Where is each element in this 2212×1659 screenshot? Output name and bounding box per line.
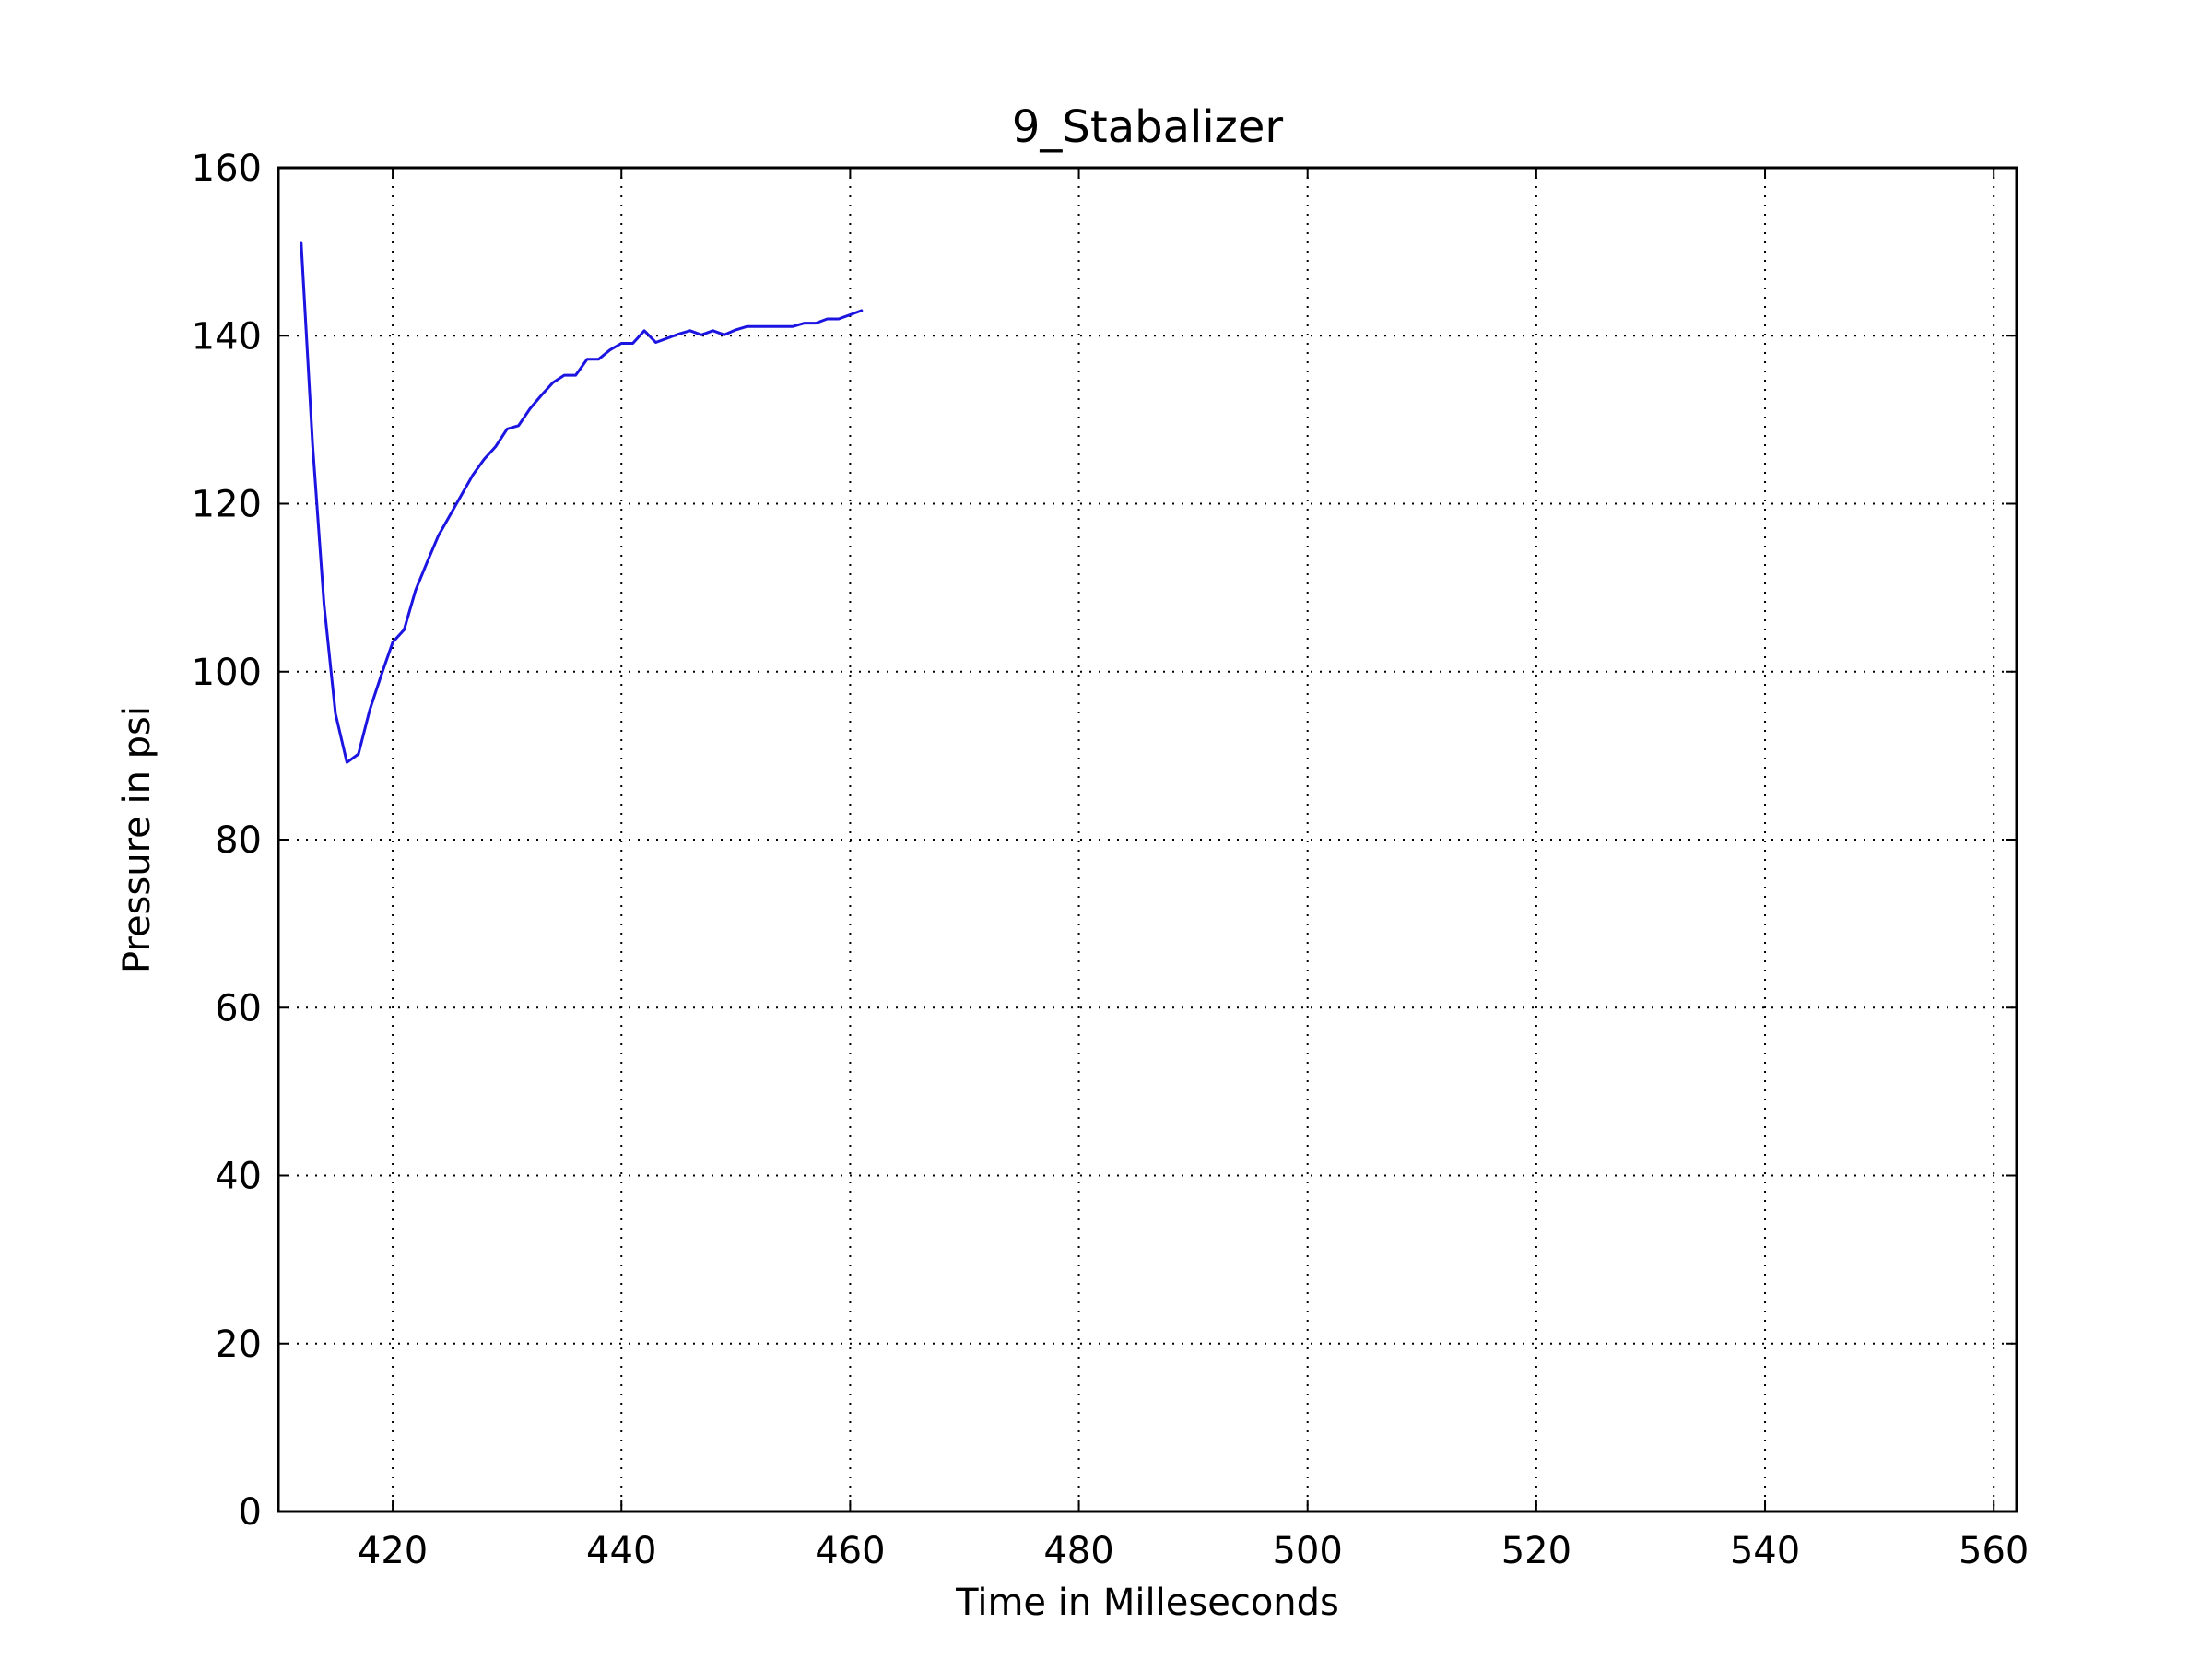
- x-tick-label-480: 480: [1043, 1530, 1113, 1572]
- x-tick-label-420: 420: [358, 1530, 428, 1572]
- grid: [278, 168, 2017, 1512]
- y-tick-label-120: 120: [192, 484, 262, 526]
- y-tick-label-20: 20: [215, 1324, 262, 1366]
- x-tick-label-520: 520: [1501, 1530, 1571, 1572]
- y-tick-label-140: 140: [192, 315, 262, 358]
- x-tick-label-500: 500: [1273, 1530, 1343, 1572]
- chart-title: 9_Stabalizer: [1012, 101, 1284, 153]
- x-axis-title: Time in Milleseconds: [955, 1582, 1339, 1624]
- x-tick-label-560: 560: [1959, 1530, 2029, 1572]
- y-axis-title: Pressure in psi: [116, 706, 159, 973]
- x-tick-label-440: 440: [586, 1530, 656, 1572]
- x-tick-label-460: 460: [815, 1530, 885, 1572]
- series-line-0: [300, 241, 864, 764]
- series-layer: [300, 241, 864, 764]
- y-tick-label-80: 80: [215, 819, 262, 862]
- x-tick-label-540: 540: [1730, 1530, 1800, 1572]
- y-tick-label-100: 100: [192, 652, 262, 694]
- y-tick-label-0: 0: [239, 1491, 262, 1534]
- axis-ticks: [278, 167, 2017, 1512]
- tick-labels: 420 440 460 480 500 520 540 560 0 20 40 60 80 100 120 1…: [192, 147, 2030, 1572]
- y-tick-label-160: 160: [192, 147, 262, 190]
- plot-frame: [276, 166, 2018, 1513]
- y-tick-label-40: 40: [215, 1156, 262, 1198]
- y-tick-label-60: 60: [215, 987, 262, 1030]
